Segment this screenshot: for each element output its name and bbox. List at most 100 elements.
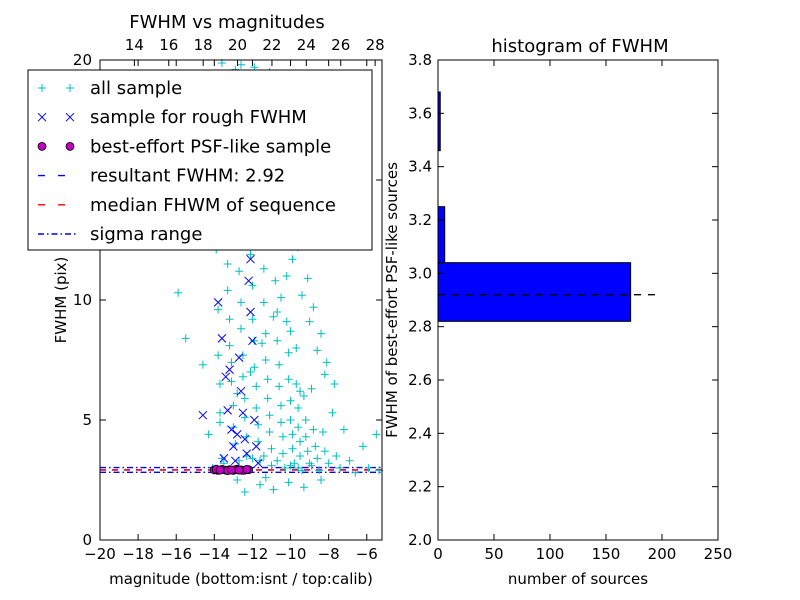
rough-fwhm-sample-point: [219, 454, 229, 463]
all-sample-point: [277, 401, 286, 410]
all-sample-point: [317, 329, 326, 338]
right-x-tick-label: 100: [536, 545, 565, 563]
rough-fwhm-sample-point: [242, 449, 252, 458]
all-sample-point: [246, 368, 255, 376]
rough-fwhm-sample-point: [244, 276, 253, 286]
all-sample-point: [296, 437, 305, 446]
all-sample-point: [223, 260, 232, 268]
all-sample-point: [286, 461, 295, 470]
all-sample-point: [330, 380, 339, 388]
left-x-axis-label: magnitude (bottom:isnt / top:calib): [109, 570, 373, 588]
all-sample-point: [252, 404, 261, 412]
right-x-tick-label: 0: [433, 545, 443, 563]
all-sample-point: [174, 288, 183, 297]
all-sample-point: [214, 351, 223, 360]
legend-label: resultant FWHM: 2.92: [90, 166, 285, 187]
right-x-tick-label: 200: [648, 545, 677, 563]
all-sample-point: [339, 425, 348, 434]
left-x-tick-label: −16: [160, 545, 192, 563]
left-x-tick-label: −8: [318, 545, 340, 563]
all-sample-point: [248, 315, 257, 324]
right-y-tick-label: 2.4: [408, 424, 432, 442]
rough-fwhm-sample-point: [240, 434, 250, 444]
all-sample-point: [237, 298, 245, 307]
all-sample-point: [259, 298, 268, 307]
all-sample-point: [309, 425, 318, 434]
all-sample-point: [292, 344, 301, 352]
rough-fwhm-sample-point: [223, 406, 233, 415]
all-sample-point: [225, 341, 234, 350]
legend-plus-marker: [38, 84, 46, 92]
legend-box: [27, 69, 373, 251]
legend-label: all sample: [90, 78, 182, 99]
left-top-x-tick-label: 22: [262, 36, 281, 54]
all-sample-point: [284, 348, 293, 357]
psf-like-sample-point: [242, 465, 252, 474]
all-sample-point: [235, 456, 244, 465]
right-axis-ticks: 0 50 100 150 200 250 2.0 2.2 2.4 2.6 2.8 3.0 3.2 3.4 3…: [408, 51, 732, 563]
all-sample-point: [364, 464, 373, 472]
all-sample-point: [299, 483, 308, 492]
all-sample-point: [254, 420, 263, 429]
all-sample-point: [214, 305, 223, 314]
all-sample-point: [296, 452, 305, 460]
rough-fwhm-sample-point: [227, 425, 236, 434]
all-sample-point: [320, 370, 329, 379]
all-sample-point: [322, 358, 331, 367]
all-sample-point: [318, 428, 327, 436]
left-x-tick-label: −20: [84, 545, 116, 563]
all-sample-point: [229, 401, 238, 410]
left-top-x-tick-label: 28: [366, 36, 385, 54]
rough-fwhm-sample-point: [217, 334, 227, 343]
all-sample-point: [286, 327, 295, 336]
legend-x-marker: [65, 112, 75, 122]
all-sample-point: [313, 454, 322, 463]
all-sample-point: [204, 430, 213, 439]
all-sample-point: [267, 444, 276, 453]
right-plot-frame: [437, 59, 719, 541]
all-sample-point: [372, 430, 381, 439]
all-sample-point: [216, 408, 225, 417]
all-sample-point: [358, 442, 367, 451]
all-sample-point: [181, 334, 190, 343]
all-sample-point: [259, 452, 268, 460]
all-sample-point: [345, 456, 354, 465]
all-sample-point: [288, 255, 297, 264]
all-sample-point: [240, 488, 249, 496]
all-sample-point: [292, 380, 301, 388]
rough-fwhm-sample-point: [225, 365, 234, 374]
all-sample-point: [301, 416, 310, 424]
rough-fwhm-sample-point: [246, 307, 255, 317]
all-sample-point: [297, 291, 306, 300]
histogram-bar: [437, 262, 632, 322]
all-sample-point: [198, 360, 207, 369]
all-sample-point: [307, 384, 316, 393]
legend-label: sample for rough FWHM: [90, 107, 307, 128]
all-sample-point: [299, 392, 308, 400]
legend-circle-marker: [37, 141, 47, 151]
right-chart-title: histogram of FWHM: [491, 36, 668, 57]
left-y-axis-label: FWHM (pix): [52, 257, 70, 344]
fwhm-histogram-chart: histogram of FWHM number of sources FWHM…: [383, 36, 732, 588]
all-sample-point: [217, 454, 226, 463]
rough-fwhm-sample-point: [198, 410, 208, 420]
left-axis-ticks: −20 −18 −16 −14 −12 −10 −8 −6 14 16 18 20 22 24 26 28 0 5…: [73, 36, 385, 563]
right-y-tick-label: 3.4: [408, 158, 432, 176]
all-sample-point: [311, 442, 320, 451]
rough-fwhm-sample-point: [246, 254, 255, 264]
all-sample-point: [246, 250, 255, 259]
rough-fwhm-sample-point: [232, 430, 242, 439]
all-sample-point: [233, 476, 242, 484]
right-y-tick-label: 2.6: [408, 371, 432, 389]
left-top-x-tick-label: 18: [194, 36, 213, 54]
left-reference-lines: [100, 466, 382, 474]
all-sample-point: [216, 380, 225, 388]
right-y-tick-label: 3.2: [408, 211, 432, 229]
all-sample-point: [313, 346, 322, 355]
right-x-tick-label: 150: [592, 545, 621, 563]
right-y-tick-label: 2.2: [408, 478, 432, 496]
all-sample-point: [261, 356, 270, 364]
legend-x-marker: [37, 112, 47, 122]
rough-fwhm-sample-point: [238, 408, 248, 418]
left-chart-title: FWHM vs magnitudes: [129, 12, 324, 33]
